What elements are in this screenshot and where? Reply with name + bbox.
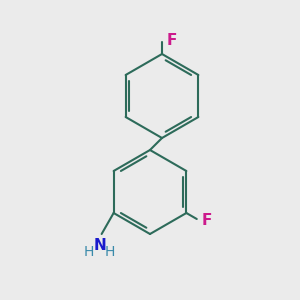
Text: H: H [104, 245, 115, 259]
Text: N: N [94, 238, 106, 253]
Text: H: H [83, 245, 94, 259]
Text: F: F [167, 33, 177, 48]
Text: F: F [201, 213, 212, 228]
